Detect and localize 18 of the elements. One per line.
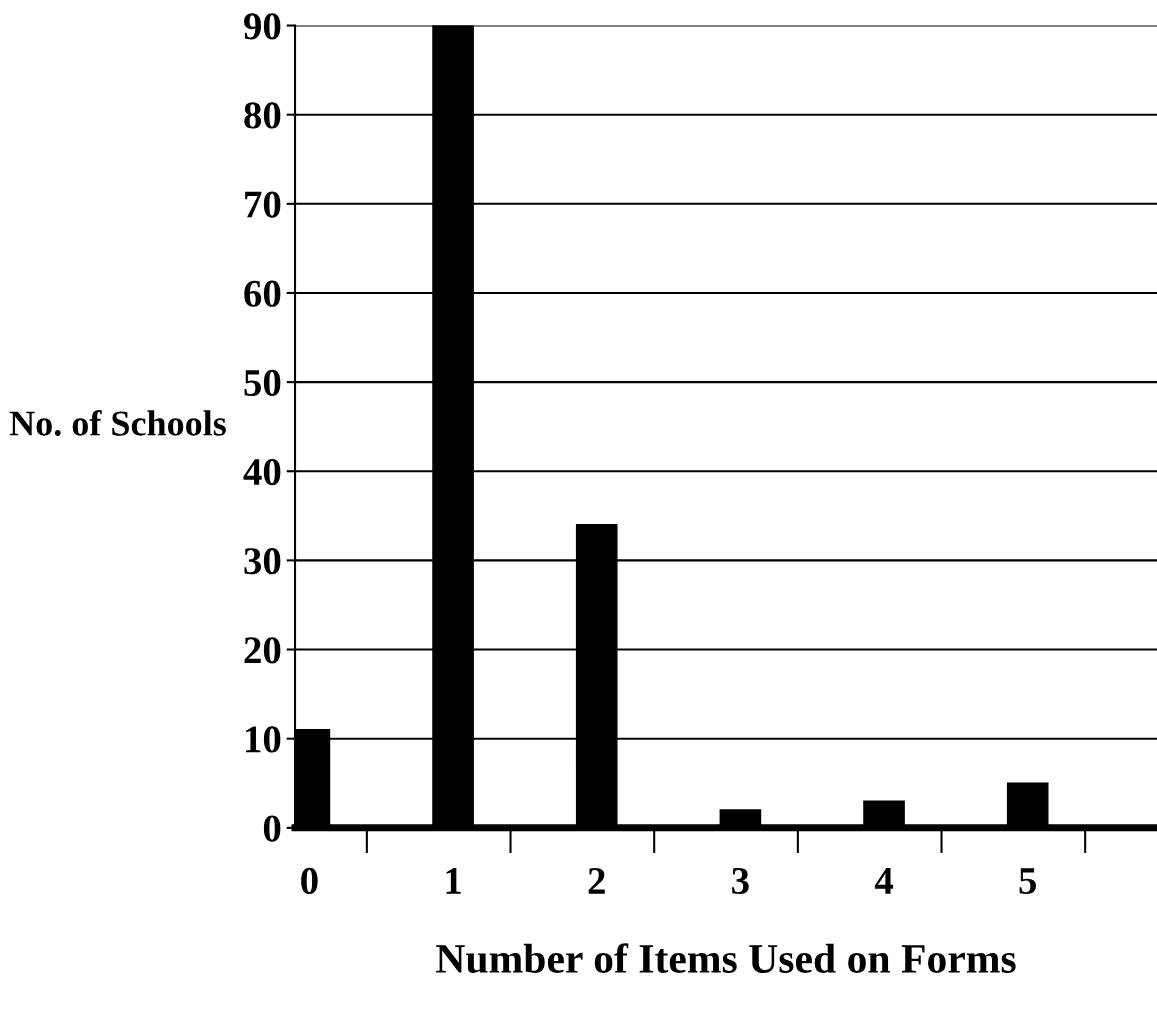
x-tick-label: 4 — [874, 868, 894, 894]
x-tick-label: 2 — [588, 867, 605, 894]
y-tick-label: 20 — [244, 637, 281, 664]
y-tick-label: 50 — [244, 369, 281, 396]
y-tick-label: 80 — [244, 102, 281, 129]
y-tick-label: 60 — [244, 280, 281, 307]
y-tick-label: 40 — [243, 458, 281, 486]
y-tick-label: 10 — [246, 726, 281, 753]
y-tick-label: 70 — [245, 191, 281, 218]
x-tick-label: 3 — [732, 867, 749, 895]
y-axis-title: No. of Schools — [9, 409, 226, 436]
y-tick-label: 90 — [244, 13, 281, 40]
y-tick-label: 0 — [263, 815, 281, 842]
x-tick-label: 0 — [301, 867, 318, 895]
x-tick-label: 1 — [446, 868, 461, 894]
y-tick-label: 30 — [244, 548, 281, 575]
x-tick-label: 5 — [1019, 868, 1037, 895]
x-axis-title: Number of Items Used on Forms — [436, 943, 1016, 974]
